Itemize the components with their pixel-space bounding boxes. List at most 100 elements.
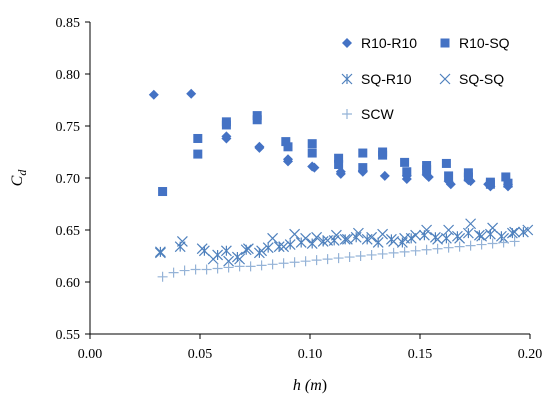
series-r10-r10 (148, 88, 513, 192)
x-axis-title: h (m) (293, 377, 327, 394)
data-point (306, 238, 318, 249)
legend-marker (342, 109, 352, 119)
data-point (283, 156, 293, 167)
legend-label: R10-SQ (459, 35, 510, 51)
data-point (256, 245, 268, 257)
data-point (300, 256, 311, 267)
data-point (245, 261, 256, 272)
data-point (154, 246, 166, 258)
data-point (377, 248, 388, 259)
data-point (341, 233, 353, 245)
data-point (221, 120, 231, 130)
data-point (193, 133, 203, 143)
data-point (358, 163, 368, 173)
data-point (234, 261, 245, 272)
data-point (463, 172, 473, 182)
data-point (399, 232, 411, 244)
data-point (307, 148, 317, 158)
data-point (311, 255, 322, 266)
data-point (190, 264, 201, 275)
data-point (220, 245, 232, 257)
data-point (355, 251, 366, 261)
data-point (283, 142, 293, 152)
data-point (334, 159, 344, 169)
data-point (284, 239, 296, 250)
data-point (256, 260, 267, 271)
data-point (278, 258, 289, 269)
legend-item: SQ-SQ (439, 71, 504, 87)
data-point (378, 150, 388, 160)
data-point (148, 89, 159, 100)
data-point (432, 233, 444, 245)
data-point (254, 142, 265, 153)
data-point (465, 218, 477, 230)
data-point (366, 249, 377, 260)
data-point (399, 246, 410, 257)
data-point (440, 232, 452, 244)
data-point (252, 115, 262, 125)
data-point (223, 262, 234, 273)
legend-marker (439, 73, 451, 85)
legend: R10-R10 R10-SQ SQ-R10 SQ-SQ SCW (341, 35, 510, 122)
legend-label: R10-R10 (361, 35, 417, 51)
data-point (300, 232, 312, 244)
y-tick-label: 0.70 (56, 172, 81, 187)
data-point (443, 242, 454, 253)
x-tick-label: 0.00 (78, 347, 103, 362)
legend-item: R10-R10 (342, 35, 417, 51)
data-point (366, 231, 378, 243)
y-axis: 0.55 0.60 0.65 0.70 0.75 0.80 0.85 (56, 16, 91, 343)
data-point (201, 264, 212, 275)
data-point (379, 170, 390, 181)
data-point (509, 226, 521, 238)
data-point (168, 267, 179, 278)
data-point (242, 243, 254, 255)
data-point (281, 137, 291, 147)
data-point (176, 236, 188, 247)
data-point (454, 241, 465, 252)
data-point (358, 148, 368, 158)
data-point (388, 236, 400, 247)
series-scw (157, 236, 520, 282)
x-tick-label: 0.05 (188, 347, 213, 362)
legend-label: SCW (361, 106, 394, 122)
data-point (278, 241, 290, 253)
legend-label: SQ-R10 (361, 71, 412, 87)
data-point (322, 254, 333, 265)
data-point (311, 231, 323, 243)
y-tick-label: 0.65 (56, 224, 81, 239)
data-point (309, 162, 320, 173)
data-point (485, 179, 495, 189)
data-point (476, 230, 488, 242)
data-point (503, 178, 513, 188)
x-tick-label: 0.20 (518, 347, 543, 362)
x-tick-label: 0.10 (298, 347, 323, 362)
data-point (402, 167, 412, 177)
data-point (212, 263, 223, 274)
data-point (410, 245, 421, 256)
data-point (193, 149, 203, 159)
data-point (401, 174, 412, 185)
data-point (157, 271, 168, 282)
data-point (352, 227, 364, 239)
data-point (154, 247, 166, 259)
y-axis-title: Cd (9, 169, 29, 187)
legend-item: R10-SQ (440, 35, 510, 51)
data-point (207, 253, 219, 265)
data-point (158, 187, 168, 197)
data-point (196, 243, 208, 255)
y-tick-label: 0.85 (56, 16, 81, 31)
y-tick-label: 0.60 (56, 276, 81, 291)
data-point (441, 158, 451, 168)
x-axis: 0.00 0.05 0.10 0.15 0.20 (78, 333, 543, 362)
series-r10-sq (158, 111, 513, 197)
data-point (186, 88, 197, 99)
y-tick-label: 0.80 (56, 68, 81, 83)
data-point (267, 259, 278, 270)
data-point (179, 265, 190, 276)
data-point (322, 234, 334, 246)
data-point (454, 232, 466, 244)
data-point (234, 253, 246, 265)
data-point (307, 139, 317, 149)
